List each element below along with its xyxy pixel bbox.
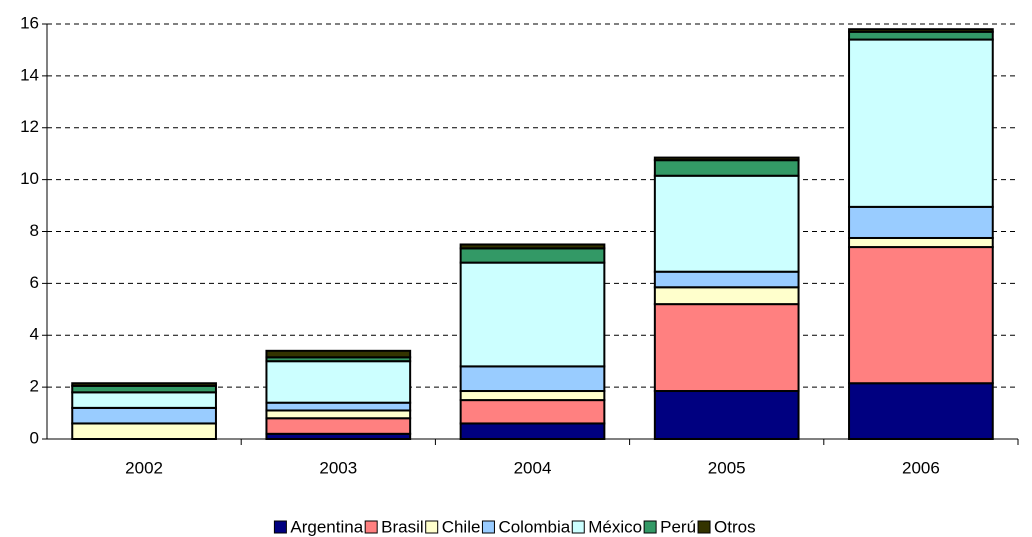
legend-label: Chile: [442, 517, 481, 536]
bar-segment: [265, 360, 412, 404]
bar-segment: [459, 365, 606, 393]
legend-label: Otros: [714, 517, 756, 536]
legend-swatch: [643, 520, 657, 534]
legend-label: Argentina: [290, 517, 363, 536]
bar-segment: [265, 349, 412, 359]
bar-segment: [653, 303, 800, 393]
y-tick-label: 4: [30, 325, 39, 344]
bar-segment: [653, 174, 800, 273]
bar-segment: [848, 30, 994, 41]
y-tick-label: 14: [20, 65, 39, 84]
x-tick-label: 2003: [319, 458, 357, 477]
y-tick-label: 6: [30, 273, 39, 292]
bar-segment: [265, 401, 412, 412]
y-tick-label: 12: [20, 117, 39, 136]
legend-swatch: [364, 520, 378, 534]
bar-segment: [71, 422, 217, 440]
bar-segment: [653, 156, 800, 162]
bar-segment: [848, 246, 994, 385]
bar-segment: [848, 205, 994, 239]
legend-swatch: [273, 520, 287, 534]
legend-swatch: [481, 520, 495, 534]
bar-segment: [848, 28, 994, 33]
legend-swatch: [425, 520, 439, 534]
bar-segment: [459, 399, 606, 425]
bar-segment: [71, 382, 217, 387]
legend-label: Colombia: [498, 517, 570, 536]
y-tick-label: 16: [20, 13, 39, 32]
bar-segment: [653, 159, 800, 177]
bar-segment: [653, 390, 800, 440]
y-tick-label: 0: [30, 428, 39, 447]
legend-label: Brasil: [381, 517, 424, 536]
bar-segment: [459, 390, 606, 402]
y-tick-label: 8: [30, 221, 39, 240]
bar-segment: [848, 38, 994, 208]
bar-segment: [459, 422, 606, 440]
y-tick-label: 2: [30, 377, 39, 396]
bar-segment: [653, 270, 800, 289]
bar-segment: [71, 391, 217, 409]
legend-swatch: [697, 520, 711, 534]
bar-segment: [459, 243, 606, 250]
x-tick-label: 2002: [125, 458, 163, 477]
bar-segment: [653, 286, 800, 306]
bar-segment: [848, 236, 994, 249]
bar-segment: [459, 261, 606, 368]
bar-segment: [265, 409, 412, 420]
bar-segment: [265, 417, 412, 435]
x-tick-label: 2004: [514, 458, 552, 477]
bar-segment: [459, 247, 606, 264]
x-tick-label: 2005: [708, 458, 746, 477]
legend-label: Perú: [660, 517, 696, 536]
bar-segment: [848, 382, 994, 440]
bar-segment: [71, 406, 217, 425]
y-tick-label: 10: [20, 169, 39, 188]
x-tick-label: 2006: [902, 458, 940, 477]
legend-swatch: [571, 520, 585, 534]
legend-label: México: [588, 517, 642, 536]
